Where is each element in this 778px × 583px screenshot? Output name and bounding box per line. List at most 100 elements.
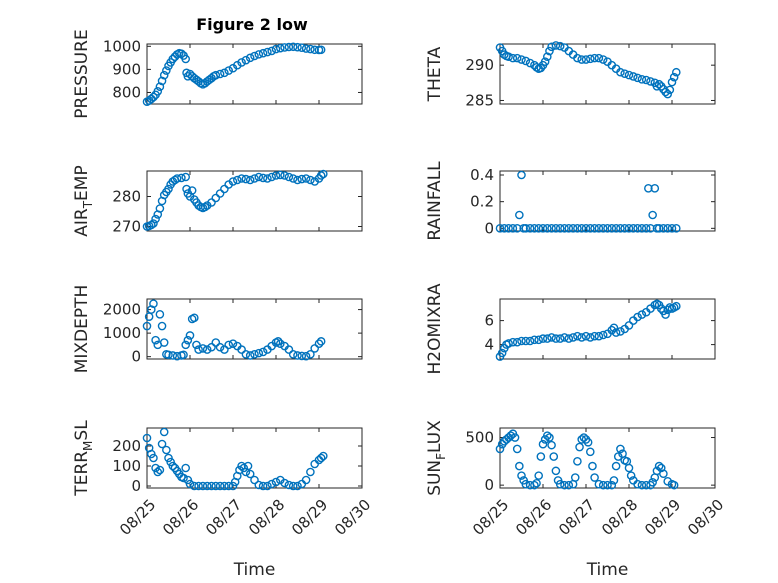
data-point (555, 334, 565, 343)
data-point (316, 453, 326, 463)
data-point (284, 172, 294, 182)
data-point (648, 210, 657, 220)
y-tick-label: 500 (465, 429, 494, 447)
data-point (656, 463, 666, 473)
data-point (293, 351, 302, 360)
data-point (637, 224, 647, 233)
data-point (543, 52, 552, 62)
y-axis-label: MIXDEPTH (72, 285, 92, 374)
data-point (245, 175, 255, 185)
x-tick-label: 08/27 (202, 496, 245, 539)
data-point (241, 55, 251, 65)
data-point (517, 336, 526, 346)
data-point (570, 473, 580, 482)
data-point (168, 54, 178, 64)
data-point (151, 335, 160, 345)
data-point (590, 224, 599, 233)
axis-frame (146, 298, 363, 360)
data-point (543, 224, 552, 233)
data-point (183, 335, 193, 345)
data-point (525, 224, 535, 233)
data-point (168, 351, 178, 360)
data-point (586, 333, 595, 342)
subplot-h2omixra: 4 6 H2OMIXRA (425, 283, 716, 375)
data-point (149, 299, 158, 309)
data-point (293, 42, 302, 52)
data-point (215, 481, 225, 491)
data-point (194, 481, 203, 491)
data-point (241, 174, 251, 184)
data-point (155, 82, 165, 91)
data-point (547, 333, 556, 342)
series-markers (495, 429, 679, 490)
y-axis-label-main: THETA (425, 46, 445, 102)
data-point (211, 338, 221, 347)
y-axis-label: H2OMIXRA (425, 283, 445, 374)
y-axis-label-main: SUN (425, 460, 445, 496)
data-point (538, 224, 548, 233)
data-point (177, 173, 186, 183)
data-point (611, 461, 621, 471)
data-point (616, 444, 625, 454)
x-axis-label: Time (586, 560, 629, 580)
y-tick-label: 1000 (103, 37, 141, 55)
y-tick-label: 2000 (103, 301, 141, 319)
data-point (586, 447, 595, 457)
data-point (254, 50, 264, 59)
data-point (146, 220, 156, 230)
data-point (254, 172, 264, 182)
data-point (179, 350, 188, 360)
y-tick-label: 0 (484, 219, 494, 237)
data-point (179, 473, 188, 483)
x-tick-label: 08/29 (641, 496, 684, 539)
data-point (590, 53, 599, 63)
data-point (672, 67, 681, 77)
y-axis-label-main: AIR (72, 208, 92, 237)
data-point (258, 173, 268, 183)
data-point (187, 186, 197, 195)
data-point (560, 480, 569, 490)
data-point (549, 452, 559, 461)
data-point (220, 345, 229, 354)
data-point (594, 479, 604, 489)
data-point (530, 224, 539, 233)
data-point (512, 53, 522, 63)
series-markers (495, 170, 681, 233)
data-point (534, 335, 544, 345)
data-point (207, 481, 216, 491)
data-point (250, 349, 259, 359)
data-point (598, 55, 608, 64)
data-point (545, 46, 554, 56)
data-point (245, 53, 255, 63)
data-point (508, 337, 518, 347)
data-point (515, 210, 524, 220)
data-point (611, 224, 621, 233)
y-tick-label: 100 (112, 457, 141, 475)
data-point (232, 175, 242, 185)
data-point (508, 224, 518, 233)
data-point (202, 481, 212, 491)
data-point (237, 345, 246, 354)
data-point (228, 339, 238, 349)
data-point (583, 437, 593, 447)
y-tick-label: 285 (465, 91, 494, 109)
data-point (293, 175, 302, 185)
axis-frame (499, 43, 716, 105)
data-point (250, 174, 259, 183)
data-point (609, 476, 619, 485)
data-point (504, 224, 513, 233)
data-point (517, 170, 526, 180)
data-point (586, 54, 595, 64)
data-point (624, 463, 634, 473)
data-point (577, 224, 587, 233)
y-axis-label-main: MIXDEPTH (72, 285, 92, 374)
data-point (654, 461, 664, 471)
data-point (258, 48, 268, 58)
data-point (258, 481, 268, 491)
data-point (573, 53, 582, 63)
data-point (590, 473, 599, 482)
data-point (497, 348, 507, 358)
data-point (250, 51, 259, 61)
data-point (633, 312, 642, 322)
data-point (594, 224, 604, 233)
